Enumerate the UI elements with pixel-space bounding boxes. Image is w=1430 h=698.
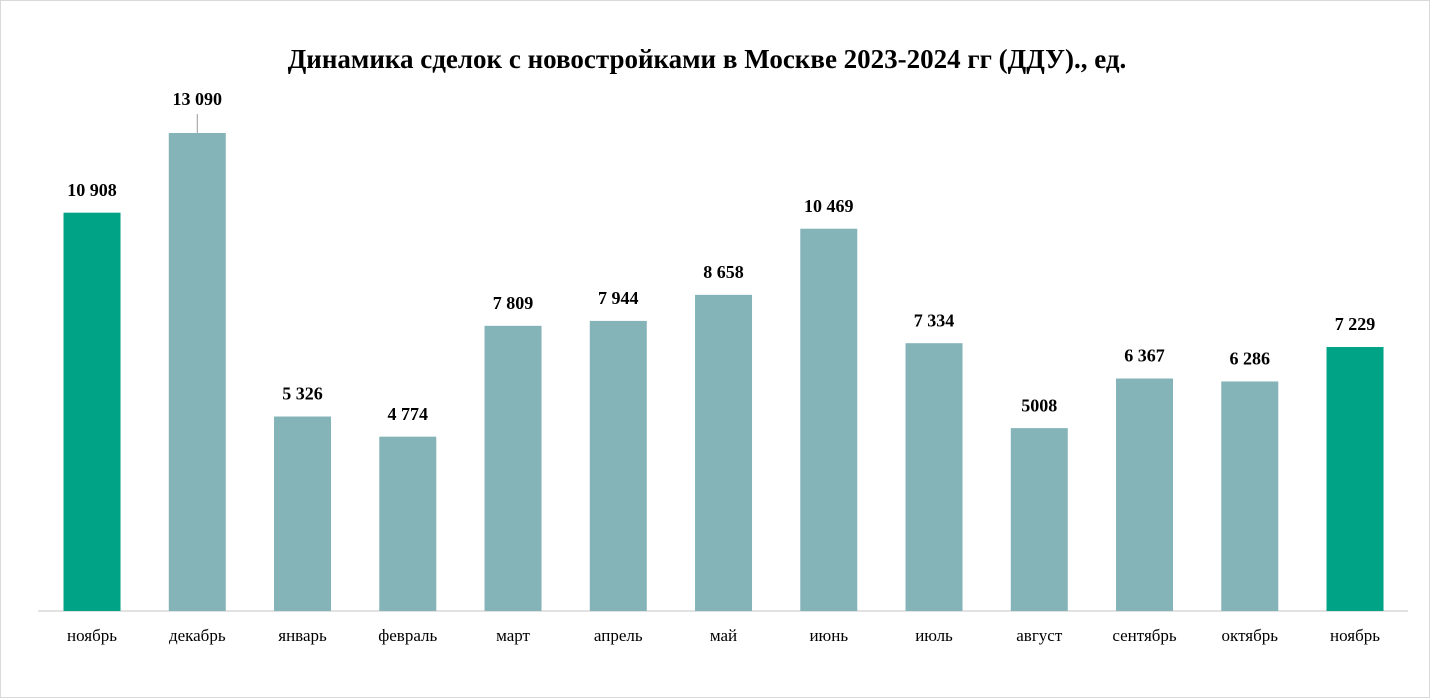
value-label: 5008	[1021, 395, 1057, 415]
value-label: 10 908	[67, 180, 117, 200]
value-label: 13 090	[173, 89, 223, 109]
bar	[1010, 428, 1068, 611]
bar	[168, 133, 226, 611]
x-tick-label: ноябрь	[67, 626, 117, 645]
value-label: 7 334	[914, 310, 955, 330]
bar	[274, 416, 332, 611]
bar	[1326, 347, 1384, 611]
bar	[379, 436, 437, 611]
x-tick-label: июль	[915, 626, 953, 645]
x-tick-label: май	[710, 626, 737, 645]
bar	[589, 320, 647, 611]
x-tick-label: июнь	[809, 626, 848, 645]
x-tick-label: февраль	[378, 626, 437, 645]
value-label: 6 367	[1124, 346, 1165, 366]
x-tick-label: декабрь	[169, 626, 226, 645]
value-label: 8 658	[703, 262, 744, 282]
bar	[695, 294, 753, 611]
x-tick-label: октябрь	[1222, 626, 1279, 645]
value-label: 10 469	[804, 196, 854, 216]
chart-title: Динамика сделок с новостройками в Москве…	[288, 44, 1127, 74]
value-label: 7 944	[598, 288, 639, 308]
bar	[1221, 381, 1279, 611]
bar	[800, 228, 858, 612]
x-tick-label: ноябрь	[1330, 626, 1380, 645]
value-label: 6 286	[1230, 349, 1271, 369]
value-label: 7 809	[493, 293, 534, 313]
x-tick-label: март	[496, 626, 530, 645]
x-tick-label: август	[1016, 626, 1063, 645]
value-label: 7 229	[1335, 314, 1376, 334]
bar	[484, 325, 542, 611]
bar	[905, 343, 963, 611]
value-label: 4 774	[388, 404, 429, 424]
bar	[1116, 378, 1174, 611]
x-tick-label: январь	[278, 626, 327, 645]
value-label: 5 326	[282, 384, 323, 404]
x-tick-label: сентябрь	[1112, 626, 1177, 645]
x-tick-label: апрель	[594, 626, 643, 645]
bar	[63, 212, 121, 611]
